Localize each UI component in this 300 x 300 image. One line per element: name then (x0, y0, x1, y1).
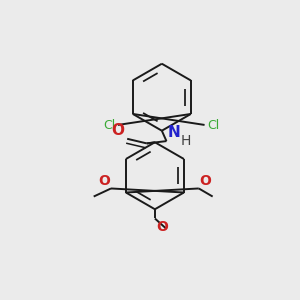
Text: O: O (200, 173, 212, 188)
Text: Cl: Cl (103, 119, 116, 132)
Text: H: H (181, 134, 191, 148)
Text: O: O (111, 123, 124, 138)
Text: O: O (98, 173, 110, 188)
Text: O: O (156, 220, 168, 234)
Text: Cl: Cl (207, 119, 219, 132)
Text: N: N (168, 125, 180, 140)
